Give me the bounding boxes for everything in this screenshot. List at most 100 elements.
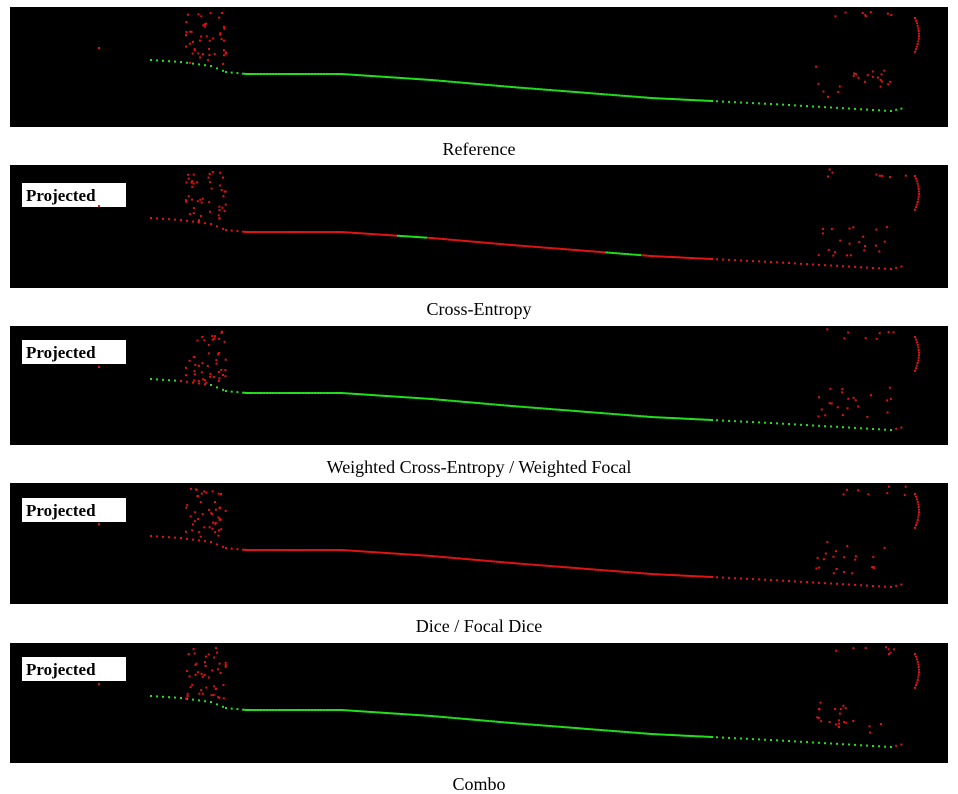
point — [890, 429, 892, 431]
point — [263, 709, 266, 711]
point — [245, 73, 248, 75]
point — [379, 395, 382, 397]
point — [918, 674, 920, 676]
point — [841, 391, 843, 393]
point — [325, 73, 328, 75]
point — [701, 258, 704, 260]
point — [156, 695, 158, 697]
point — [608, 413, 611, 415]
point — [818, 708, 820, 710]
point — [355, 74, 358, 76]
point — [406, 396, 409, 398]
point — [192, 221, 194, 223]
point — [260, 73, 263, 75]
point — [800, 741, 802, 743]
point — [770, 579, 772, 581]
point — [174, 537, 176, 539]
point — [722, 737, 724, 739]
point — [890, 14, 892, 16]
point — [260, 392, 263, 394]
point — [346, 73, 349, 75]
point — [218, 214, 220, 216]
point — [298, 392, 301, 394]
point — [525, 245, 528, 247]
point — [211, 188, 213, 190]
point — [220, 493, 222, 495]
point — [848, 266, 850, 268]
point — [472, 241, 475, 243]
point — [290, 709, 293, 711]
point — [734, 259, 736, 261]
point — [587, 250, 590, 252]
point — [334, 549, 337, 551]
point — [881, 175, 883, 177]
point — [855, 399, 857, 401]
point — [782, 423, 784, 425]
point — [319, 73, 322, 75]
point — [254, 549, 257, 551]
point — [668, 417, 671, 419]
point — [857, 406, 859, 408]
point — [196, 181, 198, 183]
point — [692, 735, 695, 737]
point — [304, 73, 307, 75]
point — [740, 260, 742, 262]
point — [361, 232, 364, 234]
point — [272, 392, 275, 394]
point — [281, 392, 284, 394]
point — [150, 59, 152, 61]
point — [436, 556, 439, 558]
point — [866, 416, 868, 418]
point — [463, 401, 466, 403]
point — [602, 251, 605, 253]
point — [834, 708, 836, 710]
point — [623, 731, 626, 733]
point — [281, 231, 284, 233]
point — [626, 414, 629, 416]
point — [707, 419, 710, 421]
point — [198, 380, 200, 382]
point — [918, 38, 920, 40]
point — [525, 87, 528, 89]
point — [331, 549, 334, 551]
point — [849, 228, 851, 230]
point — [202, 513, 204, 515]
point — [275, 549, 278, 551]
point — [887, 411, 889, 413]
point — [836, 107, 838, 109]
point — [830, 265, 832, 267]
point — [266, 549, 269, 551]
point — [260, 549, 263, 551]
point — [186, 21, 188, 23]
point — [427, 79, 430, 81]
point — [914, 336, 916, 338]
point — [200, 36, 202, 38]
point — [830, 743, 832, 745]
point — [707, 100, 710, 102]
point — [385, 234, 388, 236]
point — [916, 658, 918, 660]
point — [201, 493, 203, 495]
point — [202, 693, 204, 695]
point — [194, 520, 196, 522]
point — [284, 231, 287, 233]
point — [199, 40, 201, 42]
point — [838, 723, 840, 725]
point — [561, 248, 564, 250]
point — [817, 557, 819, 559]
point — [614, 570, 617, 572]
point — [847, 332, 849, 334]
point — [290, 549, 293, 551]
panel-background — [10, 326, 948, 445]
point — [474, 83, 477, 85]
point — [918, 188, 920, 190]
point — [412, 78, 415, 80]
point — [445, 556, 448, 558]
point — [626, 571, 629, 573]
point — [671, 98, 674, 100]
point — [800, 581, 802, 583]
point — [460, 718, 463, 720]
point — [296, 231, 299, 233]
point — [185, 531, 187, 533]
point — [590, 728, 593, 730]
